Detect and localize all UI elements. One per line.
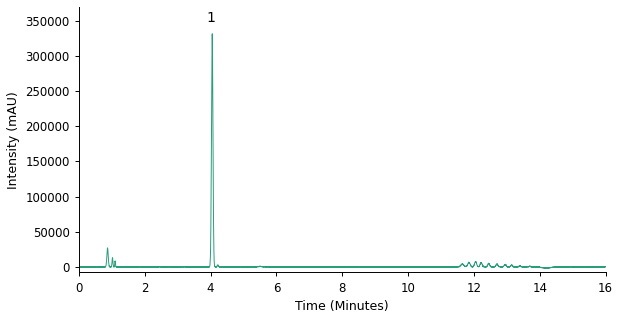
X-axis label: Time (Minutes): Time (Minutes): [295, 300, 389, 313]
Text: 1: 1: [206, 11, 215, 25]
Y-axis label: Intensity (mAU): Intensity (mAU): [7, 91, 20, 188]
